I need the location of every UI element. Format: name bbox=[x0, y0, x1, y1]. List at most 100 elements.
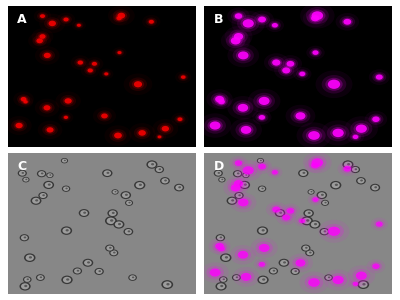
Circle shape bbox=[258, 186, 266, 192]
Circle shape bbox=[234, 33, 243, 40]
Circle shape bbox=[66, 278, 69, 281]
Circle shape bbox=[368, 114, 384, 125]
Circle shape bbox=[342, 18, 353, 26]
Circle shape bbox=[280, 260, 288, 266]
Circle shape bbox=[43, 181, 54, 189]
Circle shape bbox=[132, 277, 134, 278]
Circle shape bbox=[370, 262, 382, 271]
Circle shape bbox=[294, 111, 308, 121]
Circle shape bbox=[239, 181, 250, 189]
Circle shape bbox=[312, 197, 318, 202]
Circle shape bbox=[112, 189, 119, 195]
Circle shape bbox=[125, 229, 132, 234]
Circle shape bbox=[354, 168, 357, 170]
Circle shape bbox=[148, 19, 155, 25]
Circle shape bbox=[174, 184, 184, 191]
Circle shape bbox=[324, 274, 333, 281]
Circle shape bbox=[237, 172, 240, 174]
Circle shape bbox=[48, 184, 51, 186]
Circle shape bbox=[218, 99, 225, 104]
Circle shape bbox=[305, 247, 308, 249]
Circle shape bbox=[254, 258, 270, 270]
Circle shape bbox=[309, 10, 325, 22]
Circle shape bbox=[80, 210, 88, 216]
Circle shape bbox=[299, 219, 305, 223]
Circle shape bbox=[350, 120, 372, 137]
Circle shape bbox=[221, 179, 223, 180]
Circle shape bbox=[18, 170, 27, 177]
Circle shape bbox=[367, 259, 385, 273]
Circle shape bbox=[306, 129, 322, 142]
Circle shape bbox=[298, 71, 306, 77]
Circle shape bbox=[63, 97, 74, 105]
Circle shape bbox=[226, 197, 238, 205]
Circle shape bbox=[310, 191, 312, 192]
Circle shape bbox=[130, 275, 136, 280]
Circle shape bbox=[136, 129, 148, 137]
Circle shape bbox=[348, 279, 362, 289]
Circle shape bbox=[308, 189, 315, 195]
Circle shape bbox=[215, 96, 224, 103]
Circle shape bbox=[211, 92, 228, 106]
Circle shape bbox=[134, 127, 150, 139]
Circle shape bbox=[278, 64, 294, 76]
Circle shape bbox=[374, 74, 384, 81]
Circle shape bbox=[236, 276, 238, 278]
Circle shape bbox=[116, 50, 122, 55]
Circle shape bbox=[84, 260, 92, 266]
Circle shape bbox=[232, 11, 265, 36]
Circle shape bbox=[63, 115, 69, 120]
Circle shape bbox=[222, 278, 225, 280]
Circle shape bbox=[64, 116, 68, 119]
Circle shape bbox=[232, 32, 245, 41]
Circle shape bbox=[267, 167, 282, 178]
Circle shape bbox=[118, 223, 121, 225]
Circle shape bbox=[213, 243, 230, 255]
Circle shape bbox=[279, 55, 302, 73]
Circle shape bbox=[220, 254, 232, 262]
Circle shape bbox=[41, 172, 44, 174]
Circle shape bbox=[148, 161, 156, 167]
Circle shape bbox=[225, 256, 228, 259]
Circle shape bbox=[276, 210, 296, 225]
Circle shape bbox=[292, 269, 298, 274]
Circle shape bbox=[36, 38, 43, 43]
Circle shape bbox=[311, 15, 319, 21]
Circle shape bbox=[301, 216, 313, 225]
Circle shape bbox=[24, 277, 30, 282]
Circle shape bbox=[321, 229, 328, 234]
Circle shape bbox=[42, 194, 45, 196]
Circle shape bbox=[347, 130, 364, 143]
Circle shape bbox=[24, 236, 26, 238]
Circle shape bbox=[372, 116, 380, 122]
Circle shape bbox=[82, 259, 93, 267]
Circle shape bbox=[84, 66, 96, 75]
Circle shape bbox=[344, 19, 351, 25]
Circle shape bbox=[104, 170, 111, 176]
Circle shape bbox=[61, 114, 71, 121]
Circle shape bbox=[76, 59, 84, 66]
Circle shape bbox=[311, 221, 319, 227]
Circle shape bbox=[312, 158, 323, 167]
Circle shape bbox=[37, 275, 44, 280]
Circle shape bbox=[61, 226, 72, 235]
Circle shape bbox=[115, 49, 124, 56]
Circle shape bbox=[38, 171, 45, 176]
Circle shape bbox=[284, 206, 296, 215]
Circle shape bbox=[64, 160, 66, 161]
Circle shape bbox=[40, 276, 42, 278]
Circle shape bbox=[357, 280, 369, 289]
Circle shape bbox=[26, 255, 34, 261]
Circle shape bbox=[238, 199, 248, 206]
Circle shape bbox=[244, 184, 247, 186]
Circle shape bbox=[20, 234, 29, 241]
Circle shape bbox=[149, 20, 154, 24]
Circle shape bbox=[21, 97, 26, 101]
Circle shape bbox=[272, 59, 280, 66]
Circle shape bbox=[306, 250, 313, 255]
Circle shape bbox=[348, 265, 375, 286]
Circle shape bbox=[62, 186, 70, 192]
Circle shape bbox=[114, 191, 116, 192]
Circle shape bbox=[234, 192, 244, 199]
Circle shape bbox=[219, 178, 224, 182]
